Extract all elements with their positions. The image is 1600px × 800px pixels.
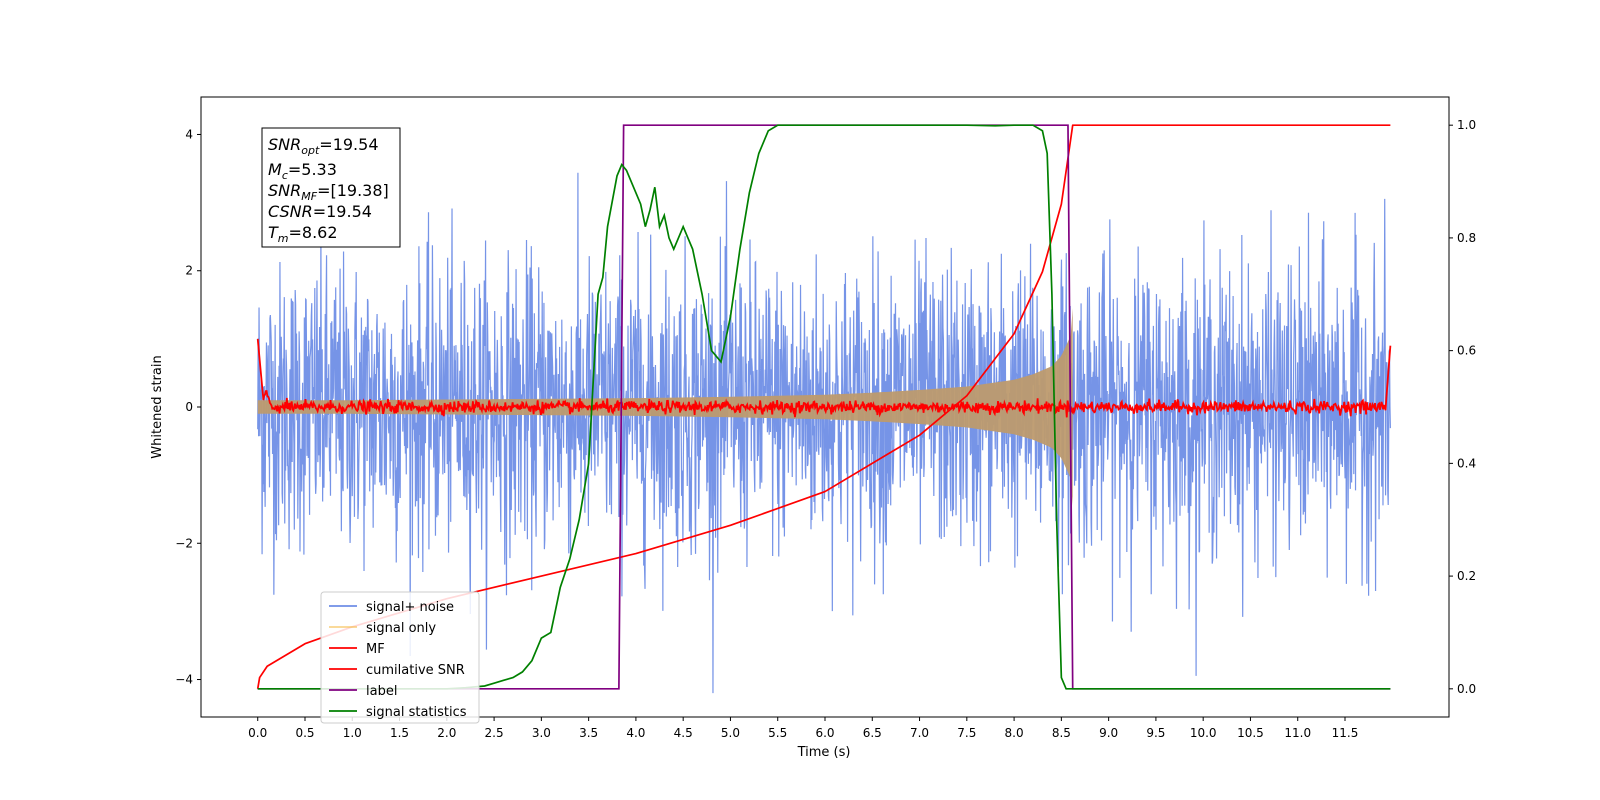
x-tick-label: 2.0 [437, 726, 456, 740]
x-tick-label: 4.5 [674, 726, 693, 740]
x-tick-label: 2.5 [485, 726, 504, 740]
y2-tick-label: 0.4 [1457, 456, 1476, 470]
plot-area [256, 124, 1392, 694]
annotation-frame [261, 127, 401, 248]
x-axis: 0.0 0.5 1.0 1.5 2.0 2.5 3.0 3.5 4.0 4.5 5.0 5.5 6.0 6… [248, 717, 1358, 740]
legend-label: MF [366, 642, 385, 657]
x-tick-label: 11.0 [1284, 726, 1311, 740]
x-axis-label: Time (s) [797, 745, 851, 760]
x-tick-label: 5.0 [721, 726, 740, 740]
x-tick-label: 8.0 [1005, 726, 1024, 740]
x-tick-label: 10.5 [1237, 726, 1264, 740]
y-tick-label: −2 [175, 536, 193, 550]
y2-tick-label: 0.0 [1457, 682, 1476, 696]
x-tick-label: 6.0 [815, 726, 834, 740]
x-tick-label: 9.5 [1146, 726, 1165, 740]
x-tick-label: 3.0 [532, 726, 551, 740]
y-tick-label: −4 [175, 673, 193, 687]
y2-tick-label: 1.0 [1457, 118, 1476, 132]
x-tick-label: 8.5 [1052, 726, 1071, 740]
x-tick-label: 1.5 [390, 726, 409, 740]
series-signal-only-band [257, 308, 1073, 506]
annotation-tm: Tm=8.62 [268, 223, 338, 245]
x-tick-label: 4.0 [626, 726, 645, 740]
y-axis-left: 4 2 0 −2 −4 [175, 127, 201, 687]
y2-tick-label: 0.6 [1457, 344, 1476, 358]
x-tick-label: 11.5 [1332, 726, 1359, 740]
x-tick-label: 0.5 [295, 726, 314, 740]
annotation-mc: Mc=5.33 [268, 160, 337, 182]
y2-tick-label: 0.8 [1457, 231, 1476, 245]
x-tick-label: 0.0 [248, 726, 267, 740]
series-signal-statistics-line [257, 124, 1391, 690]
x-tick-label: 6.5 [863, 726, 882, 740]
y-tick-label: 2 [185, 264, 193, 278]
x-tick-label: 3.5 [579, 726, 598, 740]
stats-annotation-box: SNRopt=19.54 Mc=5.33 SNRMF=[19.38] CSNR=… [261, 127, 401, 248]
x-tick-label: 7.0 [910, 726, 929, 740]
x-tick-label: 5.5 [768, 726, 787, 740]
annotation-snr-mf: SNRMF=[19.38] [268, 181, 389, 203]
x-tick-label: 9.0 [1099, 726, 1118, 740]
annotation-csnr: CSNR=19.54 [268, 202, 372, 221]
x-tick-label: 7.5 [957, 726, 976, 740]
y2-tick-label: 0.2 [1457, 569, 1476, 583]
x-tick-label: 10.0 [1190, 726, 1217, 740]
legend-label: cumilative SNR [366, 663, 465, 678]
legend-label: signal statistics [366, 705, 467, 720]
y-axis-right: 1.0 0.8 0.6 0.4 0.2 0.0 [1449, 118, 1476, 696]
legend-label: signal only [366, 621, 436, 636]
legend-label: label [366, 684, 397, 699]
annotation-snr-opt: SNRopt=19.54 [268, 135, 379, 157]
legend: signal+ noise signal only MF cumilative SNR… [320, 591, 480, 724]
legend-frame [320, 591, 480, 724]
legend-label: signal+ noise [366, 600, 454, 615]
x-tick-label: 1.0 [343, 726, 362, 740]
y-tick-label: 0 [185, 400, 193, 414]
series-mf-line [256, 338, 1392, 418]
series-cumulative-snr-line [256, 124, 1391, 689]
y-tick-label: 4 [185, 127, 193, 141]
y-axis-label: Whitened strain [150, 355, 165, 458]
